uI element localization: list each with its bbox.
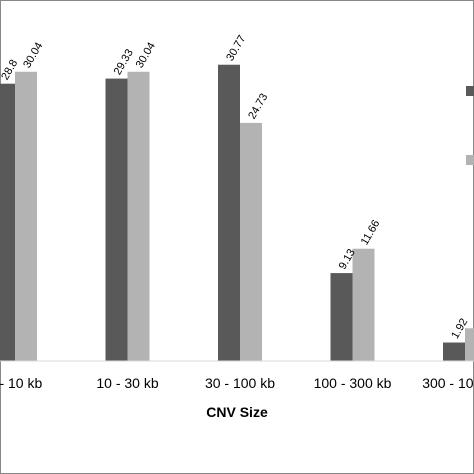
bar-series-2-2 — [240, 122, 262, 361]
bar-series-2-3 — [352, 248, 375, 361]
bar-series-2-0 — [15, 71, 37, 361]
bar-series-1-2 — [218, 64, 240, 362]
category-label-3: 100 - 300 kb — [314, 375, 392, 391]
bar-series-2-4 — [465, 328, 474, 361]
category-label-1: 10 - 30 kb — [96, 375, 158, 391]
legend-swatch-series-1 — [466, 86, 474, 96]
bar-series-1-0 — [0, 83, 15, 361]
bar-series-1-3 — [330, 273, 353, 361]
bar-series-1-1 — [105, 78, 128, 362]
category-label-0: 1 - 10 kb — [0, 375, 42, 391]
bar-series-2-1 — [127, 71, 150, 361]
bars-group — [0, 64, 474, 362]
category-label-2: 30 - 100 kb — [205, 375, 275, 391]
bar-series-1-4 — [443, 342, 465, 361]
legend-swatch-series-2 — [466, 155, 474, 165]
category-label-4: 300 - 1000 kb — [422, 375, 474, 391]
category-labels-group: 1 - 10 kb 10 - 30 kb 30 - 100 kb 100 - 300 … — [0, 375, 474, 391]
x-axis-title: CNV Size — [206, 404, 268, 420]
